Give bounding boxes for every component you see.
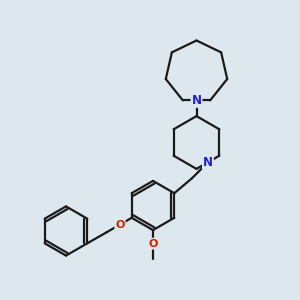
Text: N: N	[203, 156, 213, 169]
Text: O: O	[115, 220, 125, 230]
Text: N: N	[191, 94, 202, 107]
Text: O: O	[148, 238, 158, 249]
